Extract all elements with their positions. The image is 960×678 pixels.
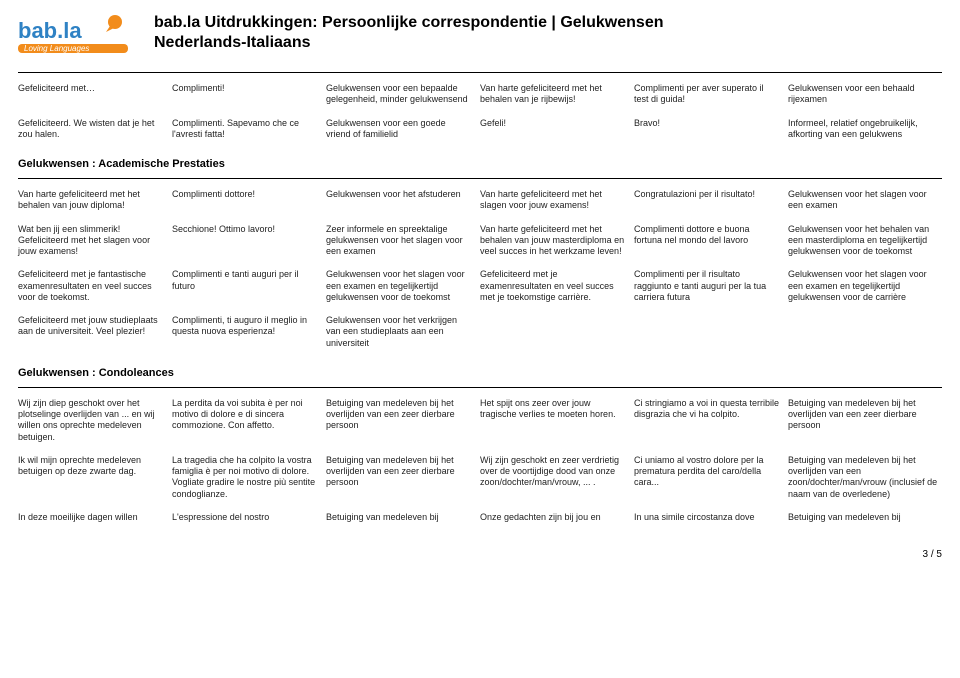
phrase-cell: Complimenti dottore e buona fortuna nel … — [634, 220, 788, 266]
phrase-cell: Congratulazioni per il risultato! — [634, 185, 788, 220]
phrase-cell: Wat ben jij een slimmerik! Gefeliciteerd… — [18, 220, 172, 266]
title-block: bab.la Uitdrukkingen: Persoonlijke corre… — [154, 14, 663, 52]
phrase-cell: Gelukwensen voor een bepaalde gelegenhei… — [326, 79, 480, 114]
phrase-cell: Complimenti per il risultato raggiunto e… — [634, 265, 788, 311]
page-title-2: Nederlands-Italiaans — [154, 34, 663, 52]
phrase-cell: Complimenti. Sapevamo che ce l'avresti f… — [172, 114, 326, 149]
phrase-cell: Betuiging van medeleven bij het overlijd… — [326, 451, 480, 508]
table-row: Gefeliciteerd met…Complimenti!Gelukwense… — [18, 79, 942, 114]
logo-brand-top: bab.la — [18, 18, 82, 43]
phrase-cell: L'espressione del nostro — [172, 508, 326, 531]
phrase-cell: Van harte gefeliciteerd met het slagen v… — [480, 185, 634, 220]
babla-logo: bab.la Loving Languages — [18, 14, 128, 62]
divider — [18, 72, 942, 73]
phrase-cell: Van harte gefeliciteerd met het behalen … — [480, 220, 634, 266]
phrase-cell — [480, 311, 634, 357]
divider — [18, 178, 942, 179]
phrase-cell: Gefeliciteerd met… — [18, 79, 172, 114]
phrase-cell: Betuiging van medeleven bij het overlijd… — [326, 394, 480, 451]
phrase-cell: Gelukwensen voor het afstuderen — [326, 185, 480, 220]
phrase-cell: Van harte gefeliciteerd met het behalen … — [18, 185, 172, 220]
phrase-cell: Secchione! Ottimo lavoro! — [172, 220, 326, 266]
page-number: 3 / 5 — [0, 545, 960, 564]
logo-block: bab.la Loving Languages — [18, 14, 128, 62]
logo-svg: bab.la Loving Languages — [18, 14, 148, 64]
table-row: Wij zijn diep geschokt over het plotseli… — [18, 394, 942, 451]
phrase-cell: Informeel, relatief ongebruikelijk, afko… — [788, 114, 942, 149]
phrase-cell: Complimenti! — [172, 79, 326, 114]
section-heading: Gelukwensen : Condoleances — [18, 367, 942, 379]
phrase-cell: Gefeli! — [480, 114, 634, 149]
phrase-cell: Betuiging van medeleven bij het overlijd… — [788, 451, 942, 508]
phrase-cell: Gelukwensen voor het slagen voor een exa… — [788, 185, 942, 220]
phrase-cell: Van harte gefeliciteerd met het behalen … — [480, 79, 634, 114]
phrase-cell: Gelukwensen voor het behalen van een mas… — [788, 220, 942, 266]
phrase-cell: Wij zijn diep geschokt over het plotseli… — [18, 394, 172, 451]
phrase-cell: La tragedia che ha colpito la vostra fam… — [172, 451, 326, 508]
section-heading: Gelukwensen : Academische Prestaties — [18, 158, 942, 170]
phrase-cell: Gefeliciteerd met jouw studieplaats aan … — [18, 311, 172, 357]
phrase-table: Wij zijn diep geschokt over het plotseli… — [18, 394, 942, 531]
phrase-cell: Gefeliciteerd met je examenresultaten en… — [480, 265, 634, 311]
page-container: bab.la Loving Languages bab.la Uitdrukki… — [0, 0, 960, 545]
divider — [18, 387, 942, 388]
phrase-cell: Zeer informele en spreektalige gelukwens… — [326, 220, 480, 266]
table-row: Gefeliciteerd met je fantastische examen… — [18, 265, 942, 311]
table-row: Ik wil mijn oprechte medeleven betuigen … — [18, 451, 942, 508]
phrase-cell: Ci uniamo al vostro dolore per la premat… — [634, 451, 788, 508]
phrase-cell: Complimenti per aver superato il test di… — [634, 79, 788, 114]
table-row: Wat ben jij een slimmerik! Gefeliciteerd… — [18, 220, 942, 266]
phrase-cell: Gelukwensen voor een behaald rijexamen — [788, 79, 942, 114]
phrase-cell: Gelukwensen voor een goede vriend of fam… — [326, 114, 480, 149]
phrase-cell: Bravo! — [634, 114, 788, 149]
phrase-cell: Gefeliciteerd met je fantastische examen… — [18, 265, 172, 311]
phrase-cell: Gefeliciteerd. We wisten dat je het zou … — [18, 114, 172, 149]
phrase-cell: Betuiging van medeleven bij het overlijd… — [788, 394, 942, 451]
phrase-cell: Gelukwensen voor het verkrijgen van een … — [326, 311, 480, 357]
table-row: In deze moeilijke dagen willenL'espressi… — [18, 508, 942, 531]
phrase-cell: Complimenti e tanti auguri per il futuro — [172, 265, 326, 311]
phrase-cell: La perdita da voi subita è per noi motiv… — [172, 394, 326, 451]
phrase-table: Van harte gefeliciteerd met het behalen … — [18, 185, 942, 357]
phrase-cell: Onze gedachten zijn bij jou en — [480, 508, 634, 531]
phrase-cell: Het spijt ons zeer over jouw tragische v… — [480, 394, 634, 451]
phrase-cell: Gelukwensen voor het slagen voor een exa… — [788, 265, 942, 311]
phrase-cell: Ik wil mijn oprechte medeleven betuigen … — [18, 451, 172, 508]
phrase-cell: Gelukwensen voor het slagen voor een exa… — [326, 265, 480, 311]
phrase-cell: Complimenti dottore! — [172, 185, 326, 220]
page-title-1: bab.la Uitdrukkingen: Persoonlijke corre… — [154, 14, 663, 32]
phrase-cell — [788, 311, 942, 357]
sections-container: Gefeliciteerd met…Complimenti!Gelukwense… — [18, 79, 942, 531]
phrase-cell: In una simile circostanza dove — [634, 508, 788, 531]
header: bab.la Loving Languages bab.la Uitdrukki… — [18, 14, 942, 62]
logo-brand-bottom: Loving Languages — [24, 44, 89, 53]
table-row: Van harte gefeliciteerd met het behalen … — [18, 185, 942, 220]
phrase-cell: Wij zijn geschokt en zeer verdrietig ove… — [480, 451, 634, 508]
phrase-table: Gefeliciteerd met…Complimenti!Gelukwense… — [18, 79, 942, 148]
phrase-cell: In deze moeilijke dagen willen — [18, 508, 172, 531]
table-row: Gefeliciteerd met jouw studieplaats aan … — [18, 311, 942, 357]
phrase-cell — [634, 311, 788, 357]
phrase-cell: Betuiging van medeleven bij — [788, 508, 942, 531]
phrase-cell: Betuiging van medeleven bij — [326, 508, 480, 531]
phrase-cell: Complimenti, ti auguro il meglio in ques… — [172, 311, 326, 357]
phrase-cell: Ci stringiamo a voi in questa terribile … — [634, 394, 788, 451]
table-row: Gefeliciteerd. We wisten dat je het zou … — [18, 114, 942, 149]
